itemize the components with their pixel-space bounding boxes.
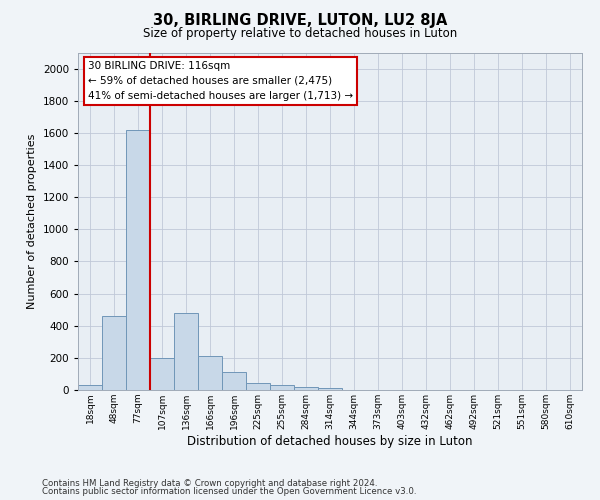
Bar (294, 387, 318, 390)
Text: Contains public sector information licensed under the Open Government Licence v3: Contains public sector information licen… (42, 487, 416, 496)
Bar (126, 130, 150, 390)
Text: Size of property relative to detached houses in Luton: Size of property relative to detached ho… (143, 28, 457, 40)
Bar (270, 385, 294, 390)
Bar (222, 372, 246, 390)
Bar (150, 358, 174, 390)
Bar (318, 388, 342, 390)
X-axis label: Distribution of detached houses by size in Luton: Distribution of detached houses by size … (187, 434, 473, 448)
Bar (198, 356, 222, 390)
Text: 30, BIRLING DRIVE, LUTON, LU2 8JA: 30, BIRLING DRIVE, LUTON, LU2 8JA (153, 12, 447, 28)
Bar (102, 316, 126, 390)
Text: 30 BIRLING DRIVE: 116sqm
← 59% of detached houses are smaller (2,475)
41% of sem: 30 BIRLING DRIVE: 116sqm ← 59% of detach… (88, 61, 353, 100)
Bar (78, 385, 102, 390)
Text: Contains HM Land Registry data © Crown copyright and database right 2024.: Contains HM Land Registry data © Crown c… (42, 478, 377, 488)
Bar (174, 313, 198, 390)
Bar (246, 383, 270, 390)
Y-axis label: Number of detached properties: Number of detached properties (27, 134, 37, 309)
